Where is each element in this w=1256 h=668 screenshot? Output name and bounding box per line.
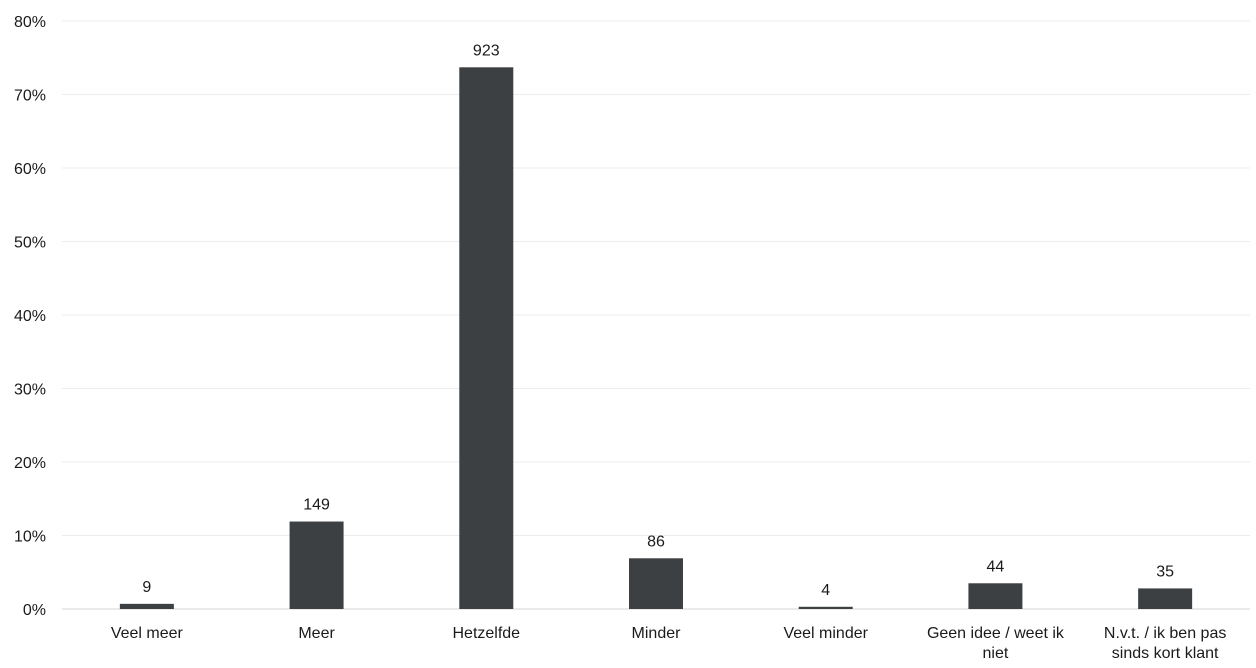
category-label-0: Veel meer: [111, 625, 184, 642]
category-label-4: Veel minder: [783, 625, 868, 642]
data-label-0: 9: [142, 579, 151, 596]
y-tick-label: 20%: [14, 455, 46, 472]
bar-0: [119, 603, 174, 609]
y-tick-label: 70%: [14, 88, 46, 105]
y-tick-label: 0%: [23, 602, 46, 619]
bar-2: [459, 67, 514, 610]
category-labels: Veel meer Meer Hetzelfde Minder Veel minder G…: [111, 625, 1227, 662]
category-label-6-line-1: sinds kort klant: [1112, 645, 1219, 662]
y-tick-label: 80%: [14, 14, 46, 31]
data-label-2: 923: [473, 42, 500, 59]
category-label-5-line-1: niet: [983, 645, 1009, 662]
data-label-3: 86: [647, 533, 665, 550]
y-tick-label: 10%: [14, 529, 46, 546]
category-label-6-line-0: N.v.t. / ik ben pas: [1104, 625, 1226, 642]
bars: [119, 67, 1193, 610]
y-tick-label: 40%: [14, 308, 46, 325]
bar-6: [1138, 588, 1193, 609]
category-label-5-line-0: Geen idee / weet ik: [927, 625, 1065, 642]
bar-5: [968, 583, 1023, 609]
data-label-6: 35: [1156, 563, 1174, 580]
y-axis-ticks: 0% 10% 20% 30% 40% 50% 60% 70% 80%: [14, 14, 46, 619]
category-label-3: Minder: [632, 625, 682, 642]
y-tick-label: 30%: [14, 382, 46, 399]
bar-3: [629, 558, 683, 609]
data-label-4: 4: [821, 582, 830, 599]
y-tick-label: 50%: [14, 235, 46, 252]
data-label-1: 149: [303, 497, 330, 514]
bar-1: [289, 521, 344, 609]
category-label-2: Hetzelfde: [452, 625, 520, 642]
category-label-1: Meer: [298, 625, 335, 642]
data-label-5: 44: [987, 558, 1005, 575]
bar-4: [798, 606, 853, 609]
y-tick-label: 60%: [14, 161, 46, 178]
gridlines: [62, 20, 1250, 610]
